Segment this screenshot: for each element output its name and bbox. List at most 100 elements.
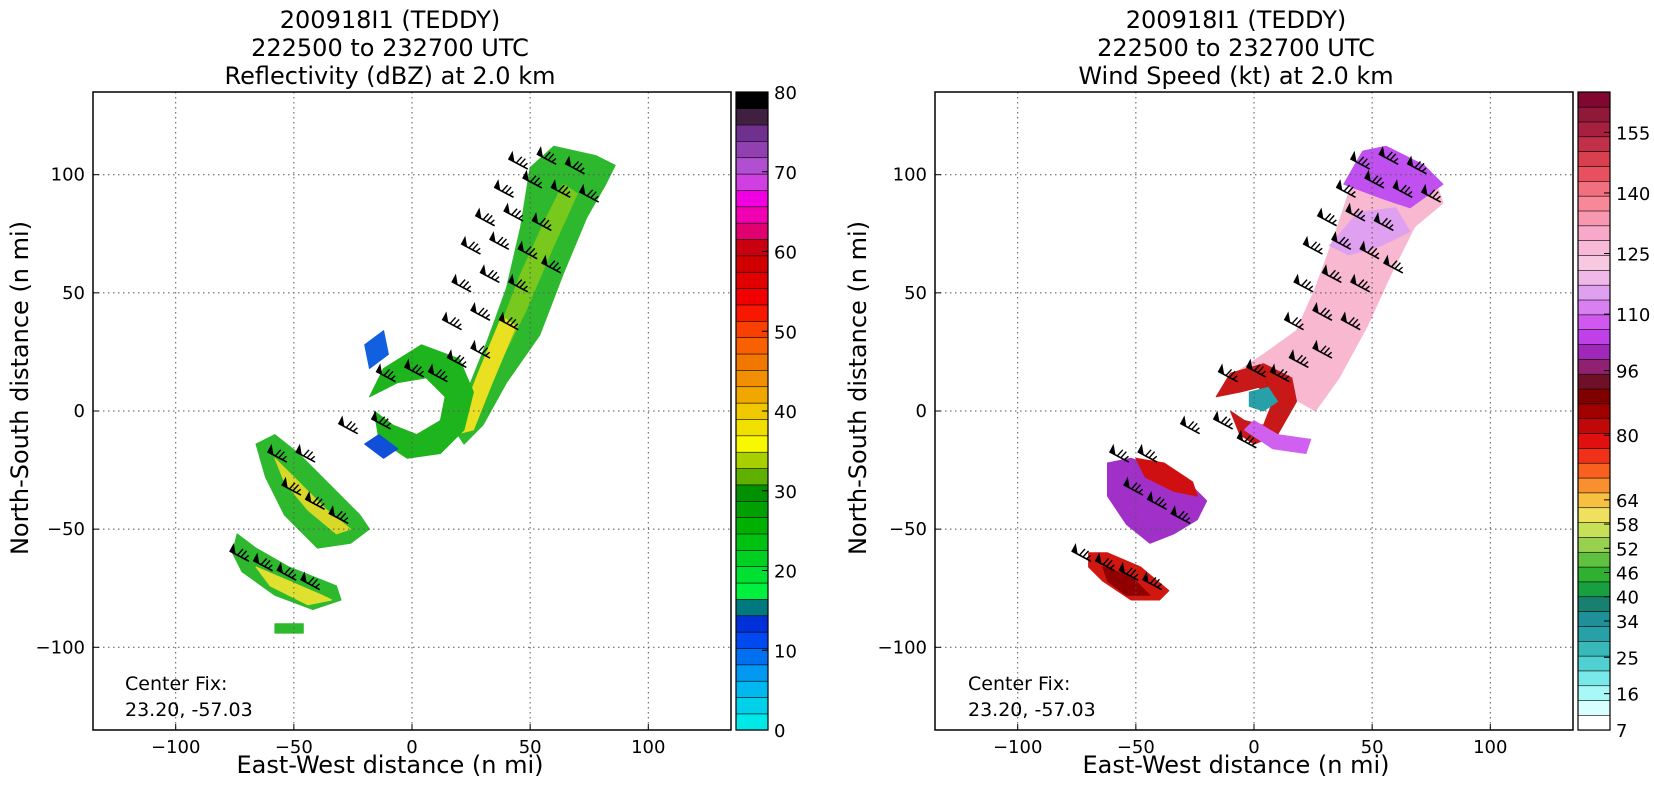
wind-x-tick-label: −50 <box>1117 737 1155 758</box>
reflectivity-colorbar: 0 10 20 30 40 50 60 70 80 <box>735 83 797 742</box>
reflectivity-wind-barb <box>300 571 321 591</box>
reflectivity-colorbar-swatch <box>735 353 769 371</box>
reflectivity-wind-barb <box>493 179 514 199</box>
reflectivity-wind-barb <box>470 339 491 359</box>
reflectivity-colorbar-swatch <box>735 124 769 142</box>
wind-wind-barb <box>1245 358 1267 378</box>
wind-wind-barb <box>1212 410 1234 430</box>
wind-colorbar-swatch <box>1577 180 1611 197</box>
wind-colorbar-swatch <box>1577 254 1611 271</box>
wind-colorbar-label: 140 <box>1616 184 1650 205</box>
reflectivity-wind-barbs <box>229 145 600 591</box>
wind-colorbar-swatch <box>1577 714 1611 731</box>
reflectivity-x-tick-label: 0 <box>406 737 417 758</box>
reflectivity-wind-barb <box>541 254 562 274</box>
reflectivity-y-tick-label: 100 <box>51 165 85 186</box>
reflectivity-colorbar-label: 40 <box>774 402 797 423</box>
wind-y-axis-label: North-South distance (n mi) <box>844 221 872 555</box>
reflectivity-plot-area: −100 −50 0 50 100 −100 −50 0 50 100 <box>36 91 732 758</box>
wind-colorbar-swatch <box>1577 581 1611 598</box>
wind-wind-barbs <box>1071 145 1442 591</box>
reflectivity-wind-barb <box>427 363 448 383</box>
reflectivity-colorbar-swatch <box>735 598 769 617</box>
wind-colorbar-swatch <box>1577 685 1611 701</box>
reflectivity-wind-barb <box>441 311 462 331</box>
wind-x-tick-label: −100 <box>993 737 1042 758</box>
wind-colorbar-swatch <box>1577 373 1611 390</box>
reflectivity-y-tick-label: −100 <box>36 637 85 658</box>
reflectivity-colorbar-swatch <box>735 304 769 322</box>
reflectivity-wind-barb <box>451 273 472 293</box>
reflectivity-wind-barb <box>370 410 392 430</box>
wind-colorbar-label: 34 <box>1616 612 1639 633</box>
reflectivity-wind-barb <box>507 150 529 170</box>
wind-colorbar-swatch <box>1577 625 1611 642</box>
reflectivity-colorbar-swatch <box>735 189 769 208</box>
reflectivity-colorbar-label: 60 <box>774 243 797 264</box>
wind-wind-barb <box>1392 179 1413 199</box>
reflectivity-colorbar-swatch <box>735 255 769 273</box>
wind-echo-band-lavender <box>1329 207 1411 256</box>
wind-wind-barb <box>1146 490 1167 510</box>
wind-title-line-3: Wind Speed (kt) at 2.0 km <box>1078 62 1393 90</box>
reflectivity-wind-barb <box>295 443 316 463</box>
reflectivity-wind-barb <box>304 490 325 510</box>
wind-colorbar-swatch <box>1577 418 1611 434</box>
reflectivity-colorbar-swatch <box>735 467 769 486</box>
reflectivity-colorbar-label: 80 <box>774 83 797 104</box>
wind-colorbar: 7 16 25 34 40 46 52 58 64 80 96 110 125 140 155 <box>1577 91 1650 742</box>
wind-title-line-1: 200918I1 (TEDDY) <box>1126 6 1346 34</box>
reflectivity-wind-barb <box>536 145 557 165</box>
wind-wind-barb <box>1335 179 1356 199</box>
wind-colorbar-swatch <box>1577 343 1611 360</box>
reflectivity-title-line-3: Reflectivity (dBZ) at 2.0 km <box>225 62 556 90</box>
reflectivity-x-tick-label: 100 <box>631 737 665 758</box>
wind-colorbar-label: 125 <box>1616 245 1650 266</box>
wind-colorbar-swatch <box>1577 165 1611 182</box>
wind-colorbar-swatch <box>1577 640 1611 657</box>
reflectivity-panel: 200918I1 (TEDDY) 222500 to 232700 UTC Re… <box>6 6 797 779</box>
reflectivity-wind-barb <box>564 155 585 175</box>
reflectivity-colorbar-label: 30 <box>774 482 797 503</box>
wind-wind-barb <box>1316 207 1338 227</box>
reflectivity-echo-layer <box>231 145 616 634</box>
reflectivity-y-tick-label: 0 <box>74 401 85 422</box>
wind-colorbar-swatch <box>1577 596 1611 612</box>
wind-y-tick-label: −50 <box>889 519 927 540</box>
reflectivity-colorbar-swatch <box>735 500 769 518</box>
reflectivity-echo-eye-blue <box>364 434 399 459</box>
reflectivity-colorbar-swatch <box>735 680 769 698</box>
wind-colorbar-label: 46 <box>1616 564 1639 585</box>
wind-wind-barb <box>1331 231 1352 251</box>
reflectivity-colorbar-swatch <box>735 713 769 731</box>
reflectivity-colorbar-swatch <box>735 288 769 306</box>
wind-speed-panel: 200918I1 (TEDDY) 222500 to 232700 UTC Wi… <box>844 6 1650 779</box>
wind-y-tick-label: 0 <box>916 401 927 422</box>
reflectivity-colorbar-swatch <box>735 696 769 715</box>
wind-echo-eye-south-arc <box>1244 420 1312 454</box>
wind-wind-barb <box>1293 273 1314 293</box>
wind-y-tick-label: 50 <box>904 283 927 304</box>
wind-colorbar-swatch <box>1577 358 1611 375</box>
wind-wind-barb <box>1359 240 1380 260</box>
wind-colorbar-label: 7 <box>1616 721 1627 742</box>
reflectivity-wind-barb <box>266 443 288 463</box>
wind-wind-barb <box>1349 150 1371 170</box>
wind-colorbar-label: 64 <box>1616 491 1639 512</box>
reflectivity-x-tick-label: −50 <box>275 737 313 758</box>
wind-colorbar-label: 110 <box>1616 305 1650 326</box>
reflectivity-wind-barb <box>517 240 538 260</box>
wind-colorbar-swatch <box>1577 195 1611 212</box>
wind-colorbar-swatch <box>1577 551 1611 568</box>
wind-x-tick-label: 100 <box>1473 737 1507 758</box>
reflectivity-colorbar-swatch <box>735 108 769 126</box>
reflectivity-wind-barb <box>276 561 297 581</box>
wind-echo-layer <box>1088 145 1444 601</box>
reflectivity-x-axis-label: East-West distance (n mi) <box>236 751 543 779</box>
reflectivity-colorbar-swatch <box>735 533 769 551</box>
reflectivity-wind-barb <box>252 552 273 572</box>
wind-x-tick-label: 50 <box>1361 737 1384 758</box>
reflectivity-colorbar-swatch <box>735 484 769 502</box>
wind-colorbar-label: 16 <box>1616 685 1639 706</box>
